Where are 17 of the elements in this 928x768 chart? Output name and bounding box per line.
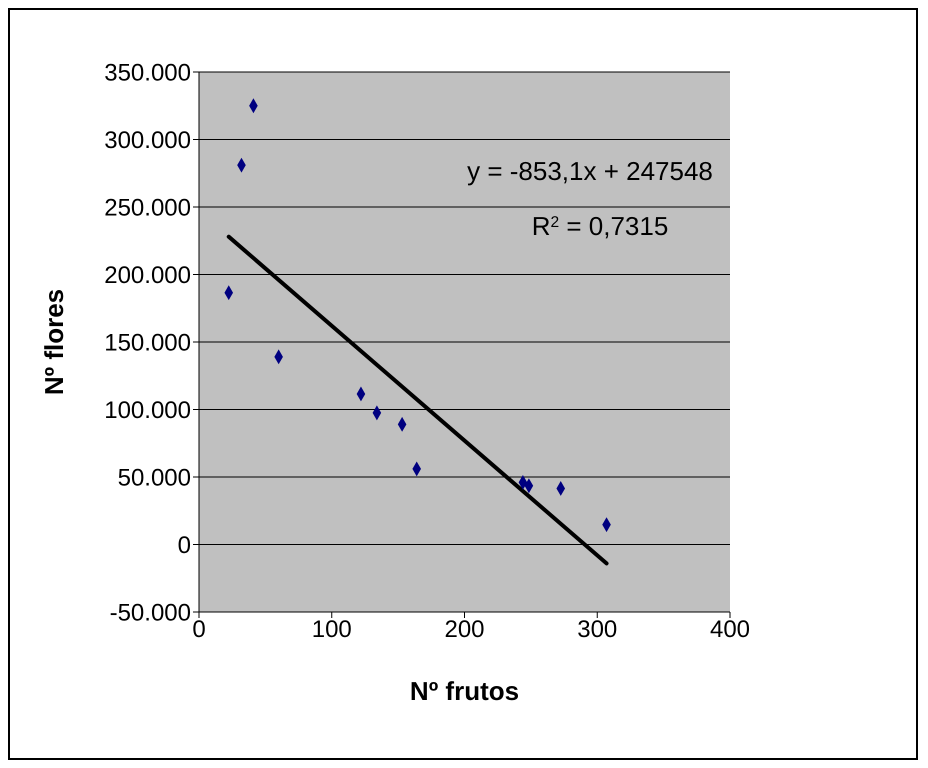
y-tick-label: 300.000 xyxy=(104,127,191,154)
x-axis-title: Nº frutos xyxy=(410,676,520,706)
y-tick-label: -50.000 xyxy=(110,600,191,627)
y-tick-label: 350.000 xyxy=(104,60,191,87)
y-tick-label: 200.000 xyxy=(104,262,191,290)
x-tick-label: 100 xyxy=(312,616,352,644)
y-axis-title: Nº flores xyxy=(39,288,70,396)
y-tick-label: 0 xyxy=(178,532,191,560)
y-tick-label: 150.000 xyxy=(104,330,191,357)
x-tick-label: 300 xyxy=(577,616,618,644)
x-tick-label: 400 xyxy=(710,616,750,644)
y-tick-label: 100.000 xyxy=(104,397,191,424)
y-tick-label: 50.000 xyxy=(118,464,191,492)
annotation: y = -853,1x + 247548 xyxy=(467,156,713,186)
x-tick-label: 200 xyxy=(444,616,485,644)
annotation: R$^{2}$ = 0,7315 xyxy=(532,211,668,241)
y-tick-label: 250.000 xyxy=(104,194,191,222)
